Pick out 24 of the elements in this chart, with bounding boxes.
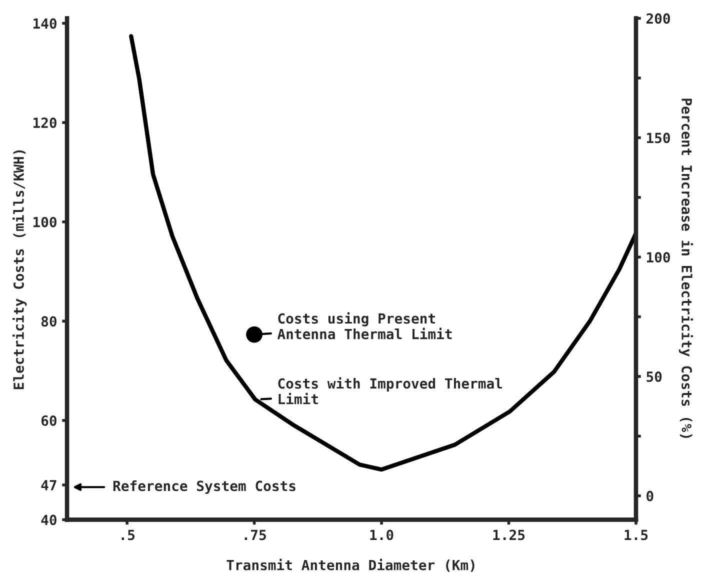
y-tick-label: 140 [33, 18, 56, 29]
y-tick-label: 40 [41, 514, 56, 526]
y-tick-label: 100 [33, 216, 56, 228]
annotation: Costs using Present Antenna Thermal Limit [277, 312, 452, 340]
y2-tick-label: 0 [646, 490, 654, 502]
y2-tick-label: 150 [646, 132, 670, 144]
y-tick-label: 47 [41, 480, 56, 490]
y2-tick-label: 100 [646, 252, 670, 263]
y2-tick-label: 200 [646, 13, 670, 24]
y-axis-title: Electricity Costs (mills/KWH) [12, 150, 27, 390]
x-axis-title: Transmit Antenna Diameter (Km) [226, 558, 474, 572]
annotation: Costs with Improved Thermal Limit [278, 377, 502, 404]
y-tick-label: 60 [41, 415, 56, 426]
annotation: Reference System Costs [113, 480, 296, 494]
line-series [129, 34, 636, 472]
x-tick-label: .5 [122, 530, 134, 540]
y-tick-label: 120 [33, 118, 56, 128]
y-tick-label: 80 [41, 316, 56, 327]
y2-tick-label: 50 [646, 371, 662, 382]
x-tick-label: 1.0 [370, 530, 394, 540]
y2-axis-title: Percent Increase in Electricity Costs (%) [678, 98, 694, 438]
x-tick-label: 1.25 [493, 530, 525, 540]
x-tick-label: 1.5 [624, 530, 648, 540]
x-tick-label: .75 [244, 530, 266, 540]
